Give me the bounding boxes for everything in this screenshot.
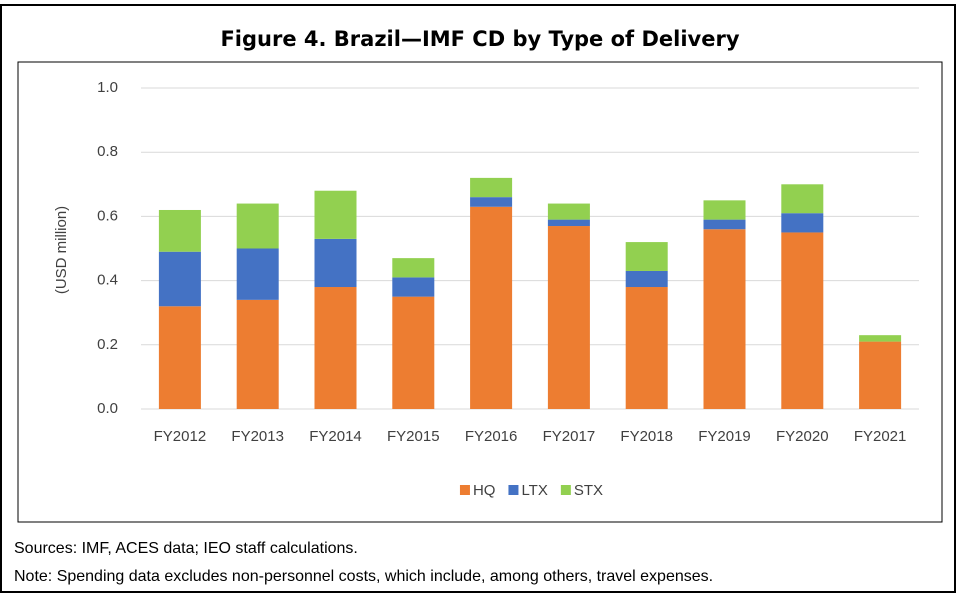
bar-segment xyxy=(625,287,668,409)
y-axis-label: (USD million) xyxy=(53,206,70,294)
bar-segment xyxy=(236,299,279,409)
bar-segment xyxy=(392,296,435,409)
x-tick-label: FY2017 xyxy=(543,428,596,445)
bar-segment xyxy=(236,203,279,249)
x-tick-label: FY2014 xyxy=(309,428,362,445)
sources: Sources: IMF, ACES data; IEO staff calcu… xyxy=(14,540,358,557)
bar-segment xyxy=(392,277,435,297)
bar-segment xyxy=(781,213,824,233)
bar-segment xyxy=(314,287,357,409)
bar-segment xyxy=(158,209,201,252)
x-tick-label: FY2016 xyxy=(465,428,518,445)
x-tick-label: FY2012 xyxy=(154,428,207,445)
bar-segment xyxy=(547,203,590,220)
y-tick-label: 0.8 xyxy=(97,143,118,160)
bar-segment xyxy=(470,206,513,409)
bar-segment xyxy=(158,251,201,307)
legend-label: HQ xyxy=(473,482,496,499)
note: Note: Spending data excludes non-personn… xyxy=(14,568,713,585)
chart-title: Figure 4. Brazil—IMF CD by Type of Deliv… xyxy=(220,27,739,51)
bar-segment xyxy=(158,306,201,409)
bar-segment xyxy=(547,226,590,409)
bar-segment xyxy=(470,177,513,198)
legend-label: LTX xyxy=(521,482,547,499)
legend-swatch xyxy=(508,485,519,495)
y-tick-label: 0.0 xyxy=(97,400,118,417)
legend-swatch xyxy=(560,485,571,495)
bar-segment xyxy=(703,229,746,409)
x-tick-label: FY2019 xyxy=(698,428,751,445)
chart-frame xyxy=(17,61,943,523)
bar-segment xyxy=(625,242,668,271)
x-tick-label: FY2020 xyxy=(776,428,829,445)
y-tick-label: 1.0 xyxy=(97,79,118,96)
bar-segment xyxy=(392,258,435,278)
x-tick-label: FY2018 xyxy=(620,428,673,445)
legend-swatch xyxy=(459,485,470,495)
bar-segment xyxy=(314,190,357,239)
bar-segment xyxy=(547,219,590,227)
outer-frame xyxy=(0,4,956,593)
bar-segment xyxy=(314,238,357,288)
y-tick-label: 0.2 xyxy=(97,336,118,353)
bar-segment xyxy=(470,197,513,207)
bar-segment xyxy=(859,335,902,342)
bar-segment xyxy=(703,219,746,230)
x-tick-label: FY2013 xyxy=(231,428,284,445)
y-tick-label: 0.6 xyxy=(97,207,118,224)
x-tick-label: FY2021 xyxy=(854,428,907,445)
legend-label: STX xyxy=(574,482,603,499)
x-tick-label: FY2015 xyxy=(387,428,440,445)
y-tick-label: 0.4 xyxy=(97,272,118,289)
bar-segment xyxy=(236,248,279,300)
bar-segment xyxy=(781,232,824,409)
bar-segment xyxy=(859,341,902,409)
bar-segment xyxy=(703,200,746,220)
bar-segment xyxy=(625,270,668,288)
bar-segment xyxy=(781,184,824,214)
